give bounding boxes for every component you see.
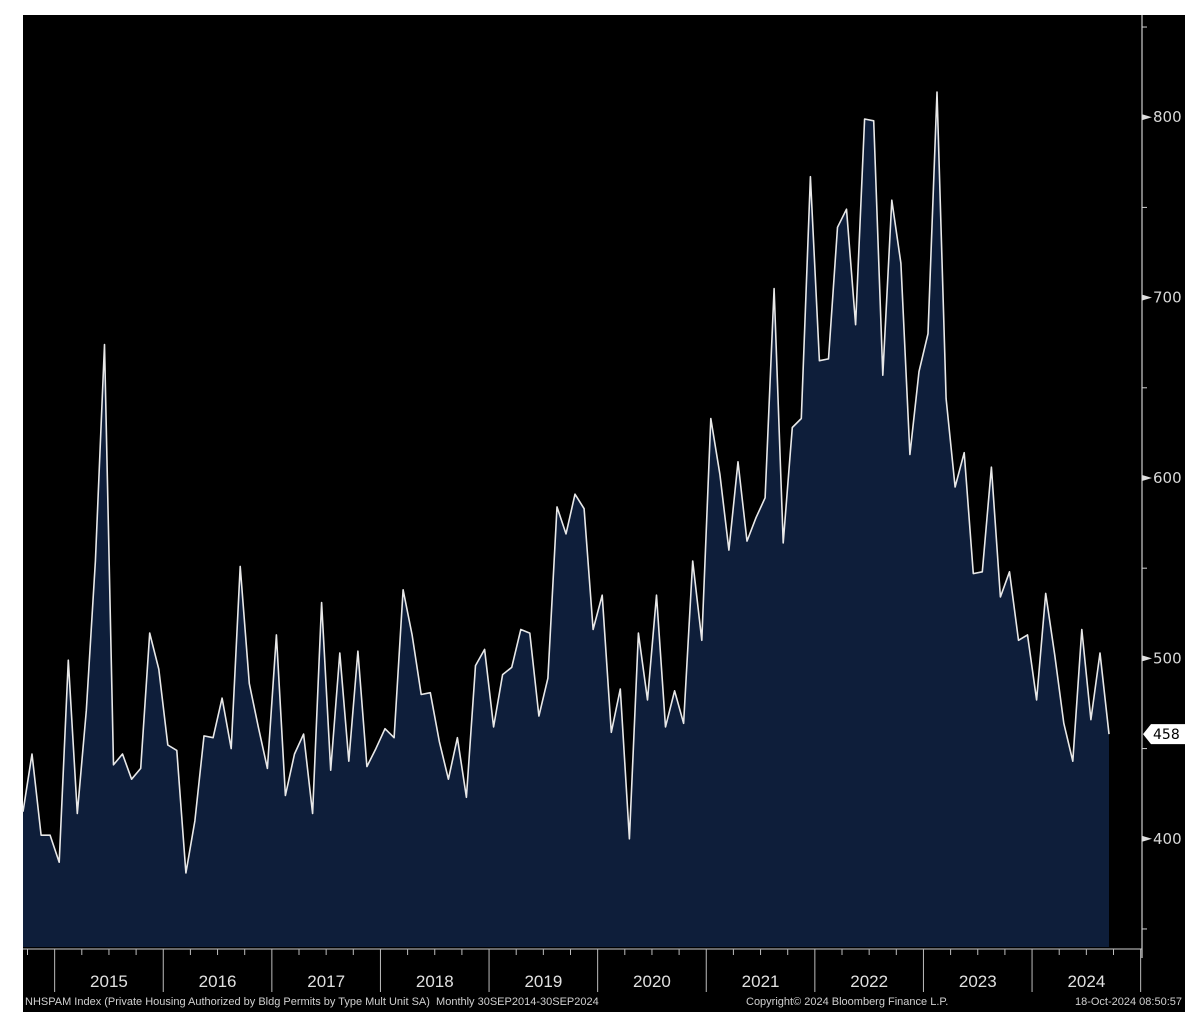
x-tick-label: 2018 bbox=[416, 972, 454, 991]
x-tick-label: 2022 bbox=[850, 972, 888, 991]
last-value-box bbox=[1143, 724, 1188, 745]
footer-copyright: Copyright© 2024 Bloomberg Finance L.P. bbox=[746, 996, 948, 1008]
x-tick-label: 2017 bbox=[307, 972, 345, 991]
x-tick-label: 2021 bbox=[742, 972, 780, 991]
footer-timestamp: 18-Oct-2024 08:50:57 bbox=[1075, 996, 1182, 1008]
x-tick-label: 2023 bbox=[959, 972, 997, 991]
y-tick-label: 600 bbox=[1153, 469, 1182, 487]
y-tick-label: 400 bbox=[1153, 830, 1182, 848]
y-tick-label: 700 bbox=[1153, 289, 1182, 307]
y-major-tick bbox=[1142, 114, 1152, 121]
y-tick-label: 500 bbox=[1153, 649, 1182, 667]
series-line bbox=[22, 91, 1110, 874]
y-major-tick bbox=[1142, 835, 1152, 842]
x-tick-label: 2024 bbox=[1067, 972, 1105, 991]
last-value-marker: 458 bbox=[1143, 724, 1188, 745]
x-tick-label: 2016 bbox=[199, 972, 237, 991]
x-tick-label: 2019 bbox=[524, 972, 562, 991]
y-tick-label: 800 bbox=[1153, 108, 1182, 126]
x-tick-label: 2020 bbox=[633, 972, 671, 991]
y-major-tick bbox=[1142, 474, 1152, 481]
x-tick-label: 2015 bbox=[90, 972, 128, 991]
footer-description: NHSPAM Index (Private Housing Authorized… bbox=[25, 996, 599, 1008]
last-value-label: 458 bbox=[1153, 727, 1180, 743]
y-major-tick bbox=[1142, 294, 1152, 301]
area-fill bbox=[23, 92, 1109, 947]
y-major-tick bbox=[1142, 655, 1152, 662]
